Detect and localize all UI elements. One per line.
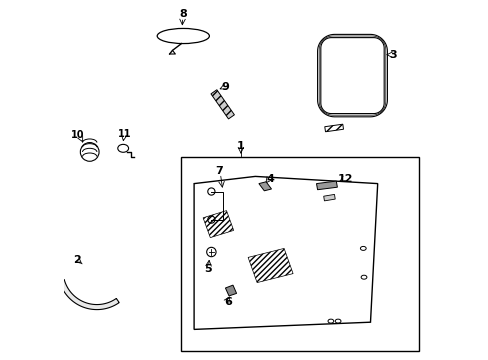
Text: 9: 9 xyxy=(222,82,229,92)
Polygon shape xyxy=(258,182,271,191)
Polygon shape xyxy=(316,181,337,190)
Text: 7: 7 xyxy=(215,166,223,176)
Polygon shape xyxy=(225,285,236,296)
Polygon shape xyxy=(323,194,335,201)
Polygon shape xyxy=(59,279,119,310)
Text: 5: 5 xyxy=(204,264,212,274)
Text: 4: 4 xyxy=(266,174,274,184)
Polygon shape xyxy=(210,90,234,119)
Polygon shape xyxy=(324,124,343,132)
Text: 1: 1 xyxy=(237,141,244,151)
Bar xyxy=(181,157,418,351)
Text: 6: 6 xyxy=(224,297,232,307)
Text: 3: 3 xyxy=(388,50,396,60)
Text: 11: 11 xyxy=(118,129,131,139)
Text: 10: 10 xyxy=(71,130,85,140)
Text: 8: 8 xyxy=(179,9,187,19)
Text: 2: 2 xyxy=(73,255,81,265)
Text: 12: 12 xyxy=(337,174,352,184)
